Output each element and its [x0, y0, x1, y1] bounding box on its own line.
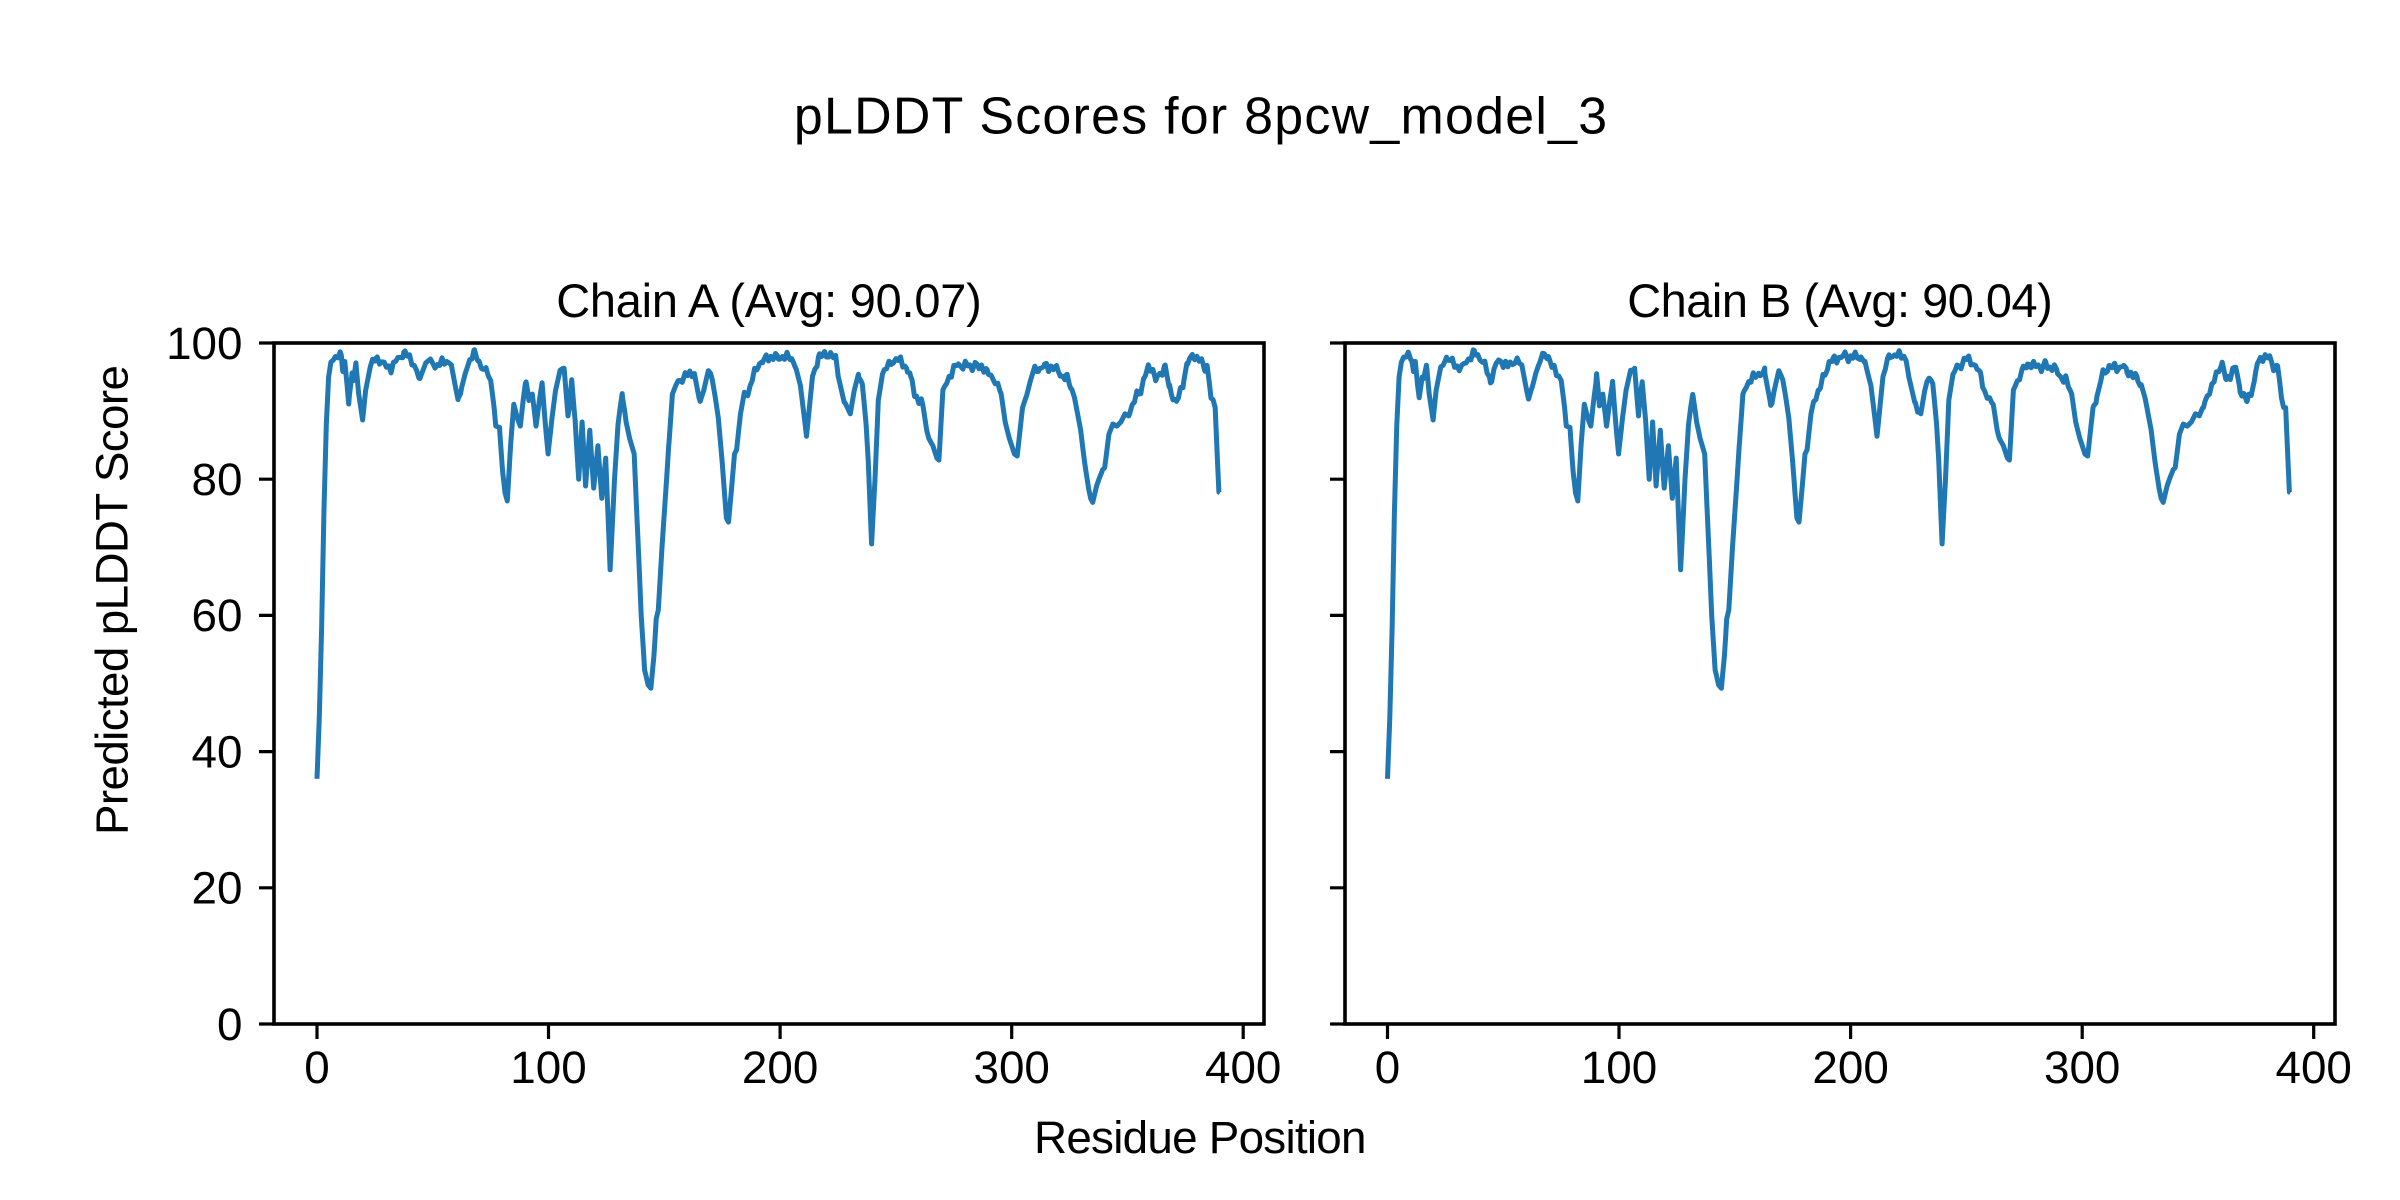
svg-text:40: 40 — [192, 726, 243, 777]
svg-text:Residue Position: Residue Position — [1034, 1112, 1367, 1163]
svg-text:200: 200 — [1812, 1042, 1888, 1093]
svg-text:400: 400 — [1205, 1042, 1281, 1093]
svg-text:0: 0 — [1375, 1042, 1400, 1093]
svg-text:400: 400 — [2275, 1042, 2351, 1093]
svg-text:0: 0 — [304, 1042, 329, 1093]
svg-text:pLDDT Scores for 8pcw_model_3: pLDDT Scores for 8pcw_model_3 — [794, 87, 1607, 145]
svg-text:Chain B (Avg: 90.04): Chain B (Avg: 90.04) — [1627, 275, 2053, 327]
svg-text:100: 100 — [1581, 1042, 1657, 1093]
svg-text:80: 80 — [192, 454, 243, 505]
svg-text:0: 0 — [217, 999, 242, 1050]
svg-text:300: 300 — [973, 1042, 1049, 1093]
svg-text:200: 200 — [742, 1042, 818, 1093]
svg-text:100: 100 — [166, 318, 242, 369]
svg-text:100: 100 — [510, 1042, 586, 1093]
svg-text:300: 300 — [2044, 1042, 2120, 1093]
svg-text:20: 20 — [192, 863, 243, 914]
svg-text:60: 60 — [192, 590, 243, 641]
svg-text:Predicted pLDDT Score: Predicted pLDDT Score — [86, 365, 137, 835]
svg-text:Chain A (Avg: 90.07): Chain A (Avg: 90.07) — [556, 275, 982, 327]
